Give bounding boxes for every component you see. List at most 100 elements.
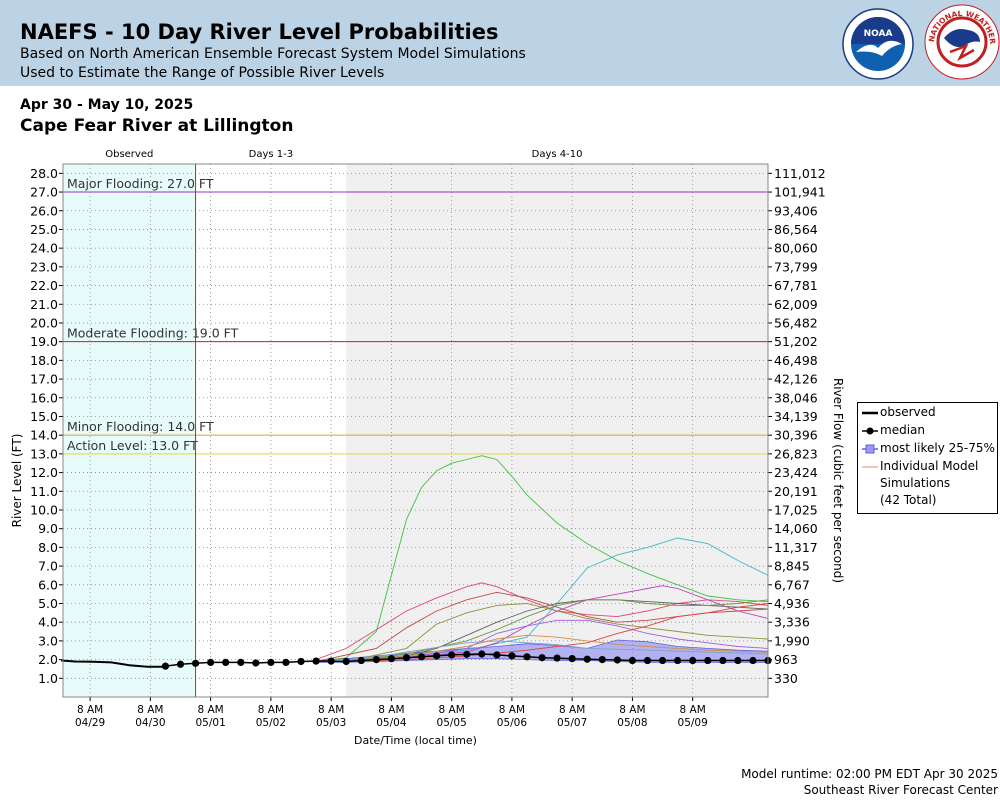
days-4-10-region [346,164,768,697]
median-point [448,651,456,659]
median-point [176,660,185,668]
median-point [312,657,320,665]
observed-region [63,164,196,697]
y-tick-label: 16.0 [30,390,58,405]
x-tick-time: 8 AM [258,704,284,716]
median-point [508,652,516,660]
flow-tick-label: 17,025 [774,502,818,517]
median-point [342,657,350,666]
flow-tick-label: 42,126 [774,372,818,387]
legend-swatch-simulations [862,466,878,468]
y-tick-label: 2.0 [38,652,58,667]
y-tick-label: 20.0 [30,315,58,330]
simulation-line [346,640,769,662]
forecast-center: Southeast River Forecast Center [803,783,998,797]
y-tick-label: 23.0 [30,259,58,274]
model-runtime: Model runtime: 02:00 PM EDT Apr 30 2025 [741,767,998,781]
x-tick-time: 8 AM [680,704,706,716]
period-label: Days 1-3 [249,149,293,160]
y-axis-title: River Level (FT) [10,434,24,528]
simulation-line [346,603,769,662]
x-tick-date: 05/02 [256,717,286,729]
flow-tick-label: 111,012 [774,166,826,181]
observed-line [61,659,166,668]
y-tick-label: 3.0 [38,633,58,648]
legend-label-simulations-3: (42 Total) [880,493,937,507]
header-banner: NAEFS - 10 Day River Level Probabilities… [0,0,1000,86]
legend-label-simulations-2: Simulations [880,476,951,490]
y-tick-label: 21.0 [30,297,58,312]
y-tick-label: 18.0 [30,353,58,368]
simulation-line [316,455,769,662]
x-tick-date: 05/03 [316,717,346,729]
median-point [417,653,426,661]
y-tick-label: 9.0 [38,521,58,536]
flow-tick-label: 80,060 [774,241,818,256]
x-tick-time: 8 AM [318,704,344,716]
flow-tick-label: 38,046 [774,390,818,405]
median-point [689,656,697,665]
noaa-logo-text: NOAA [864,29,893,39]
flow-tick-label: 56,482 [774,315,818,330]
y-tick-label: 4.0 [38,615,58,630]
nws-logo: NATIONAL WEATHER SERVICE [924,4,1000,80]
y-tick-label: 15.0 [30,409,58,424]
y-tick-label: 14.0 [30,428,58,443]
median-point [674,656,682,665]
median-point [598,655,606,664]
simulation-line [346,603,769,662]
y-tick-label: 19.0 [30,334,58,349]
flow-tick-label: 3,336 [774,615,810,630]
x-tick-time: 8 AM [137,704,163,716]
flow-tick-label: 11,317 [774,540,818,555]
flow-tick-label: 963 [774,652,798,667]
legend-swatch-median [862,427,878,435]
y-tick-label: 27.0 [30,185,58,200]
median-point [493,651,501,659]
plot-frame [62,163,769,698]
threshold-label: Major Flooding: 27.0 FT [67,176,214,191]
x-tick-date: 05/04 [376,717,407,729]
x-tick-date: 05/09 [678,717,708,729]
flow-tick-label: 101,941 [774,185,826,200]
y-tick-label: 17.0 [30,372,58,387]
flow-tick-label: 26,823 [774,446,818,461]
x-tick-time: 8 AM [619,704,645,716]
median-point [372,655,380,664]
median-point [282,658,290,667]
median-point [207,658,215,667]
noaa-logo: NOAA [842,8,914,80]
flow-tick-label: 4,936 [774,596,810,611]
page-subtitle-2: Used to Estimate the Range of Possible R… [20,65,385,81]
flow-tick-label: 330 [774,671,798,686]
median-point [297,657,305,666]
flow-tick-label: 62,009 [774,297,818,312]
y-tick-label: 10.0 [30,502,58,517]
median-point [478,650,486,658]
median-point [402,654,411,662]
flow-tick-label: 1,990 [774,633,810,648]
y-tick-label: 7.0 [38,559,58,574]
flow-tick-label: 8,845 [774,559,810,574]
median-point [357,656,365,665]
flow-tick-label: 14,060 [774,521,818,536]
x-tick-time: 8 AM [439,704,465,716]
chart-legend: observed median most likely 25-75% Indiv… [857,402,998,514]
median-point [628,656,637,665]
median-point [387,655,395,663]
y-tick-label: 22.0 [30,278,58,293]
y-tick-label: 6.0 [38,577,58,592]
median-point [643,656,652,665]
x-tick-time: 8 AM [77,704,103,716]
simulation-line [346,619,769,662]
median-point [237,658,245,667]
x-tick-time: 8 AM [559,704,585,716]
simulation-line [315,582,769,661]
x-tick-date: 05/01 [195,717,225,729]
x-tick-date: 05/07 [557,717,587,729]
legend-swatch-band [862,444,878,454]
legend-label-simulations-1: Individual Model [880,459,979,473]
page-title: NAEFS - 10 Day River Level Probabilities [20,20,499,44]
flow-tick-label: 93,406 [774,203,818,218]
flow-tick-label: 67,781 [774,278,818,293]
